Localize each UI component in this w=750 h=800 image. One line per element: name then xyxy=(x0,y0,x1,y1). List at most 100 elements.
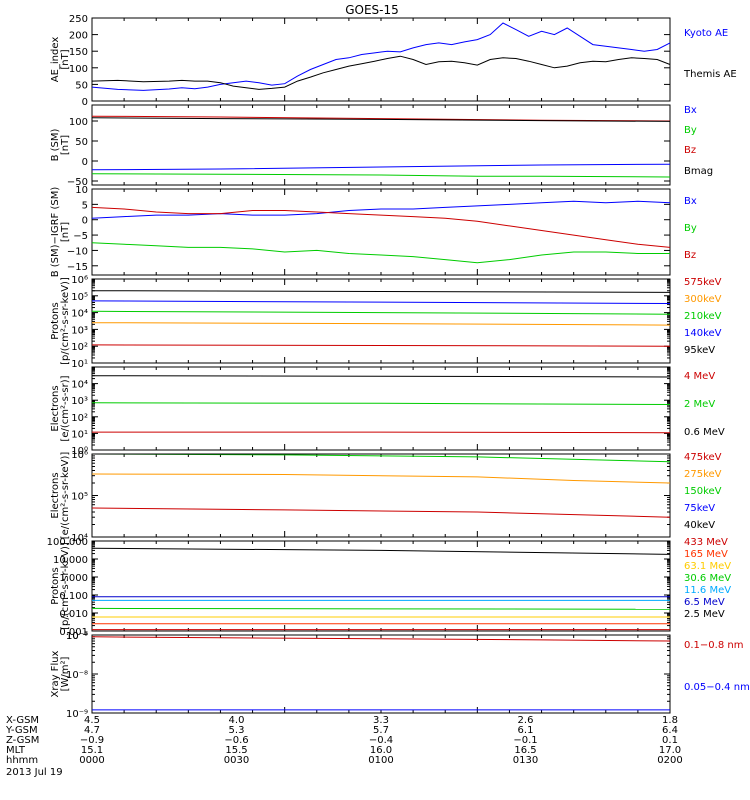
legend-entry: 0.05−0.4 nm xyxy=(684,682,750,693)
y-tick-label: 0 xyxy=(82,157,88,168)
y-tick-label: 150 xyxy=(69,47,88,58)
series-line xyxy=(92,431,671,434)
figure-title: GOES-15 xyxy=(345,3,399,17)
y-tick-label: −5 xyxy=(73,231,88,242)
series-line xyxy=(91,507,671,518)
series-line xyxy=(91,22,671,91)
y-tick-label: −10 xyxy=(67,246,88,257)
x-axis-value: 5.3 xyxy=(229,725,245,736)
x-axis-value: 2.6 xyxy=(518,715,534,726)
x-axis-value: 6.4 xyxy=(662,725,678,736)
y-tick-label: 250 xyxy=(69,14,88,25)
y-tick-label: 10² xyxy=(71,413,88,424)
panel-4: 10¹ 10² 10³ 10⁴ 10⁵ 10⁶ Protons [p/(cm²-s-sr-ke… xyxy=(50,275,722,370)
y-tick-label: 10² xyxy=(71,342,88,353)
y-axis-label: [e/(cm²-s-sr-keV)] xyxy=(60,452,71,540)
series-line xyxy=(91,173,671,178)
x-axis-value: 16.0 xyxy=(370,745,392,756)
y-axis-label: [nT] xyxy=(60,49,71,69)
x-axis-row-label: MLT xyxy=(6,745,26,756)
y-tick-label: 10³ xyxy=(71,325,88,336)
x-axis-value: 0100 xyxy=(368,755,393,766)
x-axis-value: 17.0 xyxy=(659,745,681,756)
y-tick-label: 10.000 xyxy=(53,555,88,566)
series-line xyxy=(91,200,671,219)
x-axis-value: 4.7 xyxy=(84,725,100,736)
y-tick-label: 10⁵ xyxy=(71,292,88,303)
y-tick-label: 100 xyxy=(69,117,88,128)
x-axis-value: 4.5 xyxy=(84,715,100,726)
x-axis-value: 0200 xyxy=(657,755,682,766)
series-line xyxy=(91,206,671,248)
legend-entry: 30.6 MeV xyxy=(684,573,731,584)
y-tick-label: 10⁵ xyxy=(71,492,88,503)
series-line xyxy=(91,242,670,264)
legend-entry: 2.5 MeV xyxy=(684,609,725,620)
y-tick-label: 100 xyxy=(69,64,88,75)
y-tick-label: 0 xyxy=(82,216,88,227)
y-axis-label: [p/(cm²-s-sr-keV)] xyxy=(60,542,71,630)
y-axis-label: AE_index xyxy=(50,37,61,83)
y-axis-label: Xray Flux xyxy=(50,650,61,697)
series-line xyxy=(91,473,671,484)
y-tick-label: 10⁻⁷ xyxy=(66,631,88,642)
series-line xyxy=(91,547,671,555)
x-axis-value: 0130 xyxy=(513,755,538,766)
legend-entry: 75keV xyxy=(684,503,715,514)
x-axis-value: 1.8 xyxy=(662,715,678,726)
date-label: 2013 Jul 19 xyxy=(6,767,63,778)
panel-1: 0 50 100 150 200 250 AE_index [nT] Kyoto AE Themi… xyxy=(50,14,737,108)
legend-entry: 300keV xyxy=(684,294,722,305)
x-axis-value: 15.5 xyxy=(225,745,247,756)
y-tick-label: 1.000 xyxy=(59,573,88,584)
y-tick-label: 10 xyxy=(75,185,88,196)
legend-entry: Bx xyxy=(684,105,697,116)
legend-entry: 95keV xyxy=(684,345,715,356)
panel-3: −15 −10 −5 0 5 10 B (SM)−IGRF (SM) [nT] Bx By Bz xyxy=(50,185,697,277)
x-axis-value: 6.1 xyxy=(518,725,534,736)
x-axis-row-label: hhmm xyxy=(6,755,38,766)
legend-entry: 433 MeV xyxy=(684,537,728,548)
y-axis-label: [nT] xyxy=(60,135,71,155)
series-line xyxy=(91,55,671,90)
y-axis-label: B (SM)−IGRF (SM) xyxy=(50,187,61,278)
legend-entry: 140keV xyxy=(684,328,722,339)
series-line xyxy=(91,163,671,171)
y-axis-label: Protons xyxy=(50,302,61,339)
x-axis-row-label: X-GSM xyxy=(6,715,39,726)
y-tick-label: −15 xyxy=(67,262,88,273)
legend-entry: 0.1−0.8 nm xyxy=(684,640,743,651)
series-line xyxy=(91,344,671,347)
y-axis-label: [e/(cm²-s-sr)] xyxy=(60,375,71,441)
y-tick-label: 10⁴ xyxy=(71,533,88,544)
y-tick-label: 10¹ xyxy=(71,359,88,370)
series-line xyxy=(91,636,671,642)
legend-entry: 2 MeV xyxy=(684,399,715,410)
y-tick-label: 10⁶ xyxy=(71,450,88,461)
y-tick-label: 0.100 xyxy=(59,591,88,602)
x-axis-row-label: Y-GSM xyxy=(5,725,38,736)
y-axis-label: [W/m²] xyxy=(60,656,71,691)
x-axis-value: 5.7 xyxy=(373,725,389,736)
y-tick-label: 0.001 xyxy=(59,627,88,638)
series-line xyxy=(91,607,671,610)
series-line xyxy=(91,300,671,304)
x-axis-value: −0.1 xyxy=(513,735,537,746)
y-tick-label: 5 xyxy=(82,200,88,211)
y-tick-label: 10⁶ xyxy=(71,275,88,286)
legend-entry: 165 MeV xyxy=(684,549,728,560)
y-tick-label: 10¹ xyxy=(71,429,88,440)
legend-entry: 11.6 MeV xyxy=(684,585,731,596)
series-line xyxy=(91,290,671,293)
y-axis-label: B (SM) xyxy=(50,128,61,161)
panel-frame xyxy=(91,366,671,451)
panel-frame xyxy=(91,453,671,538)
legend-entry: 475keV xyxy=(684,452,722,463)
panel-8: 10⁻⁹ 10⁻⁸ 10⁻⁷10⁻⁶ Xray Flux [W/m²] 0.1−0.8 n… xyxy=(50,631,750,720)
legend-entry: Bz xyxy=(684,250,696,261)
y-tick-label: 10⁻⁶ xyxy=(66,631,88,642)
x-axis-value: −0.6 xyxy=(224,735,248,746)
